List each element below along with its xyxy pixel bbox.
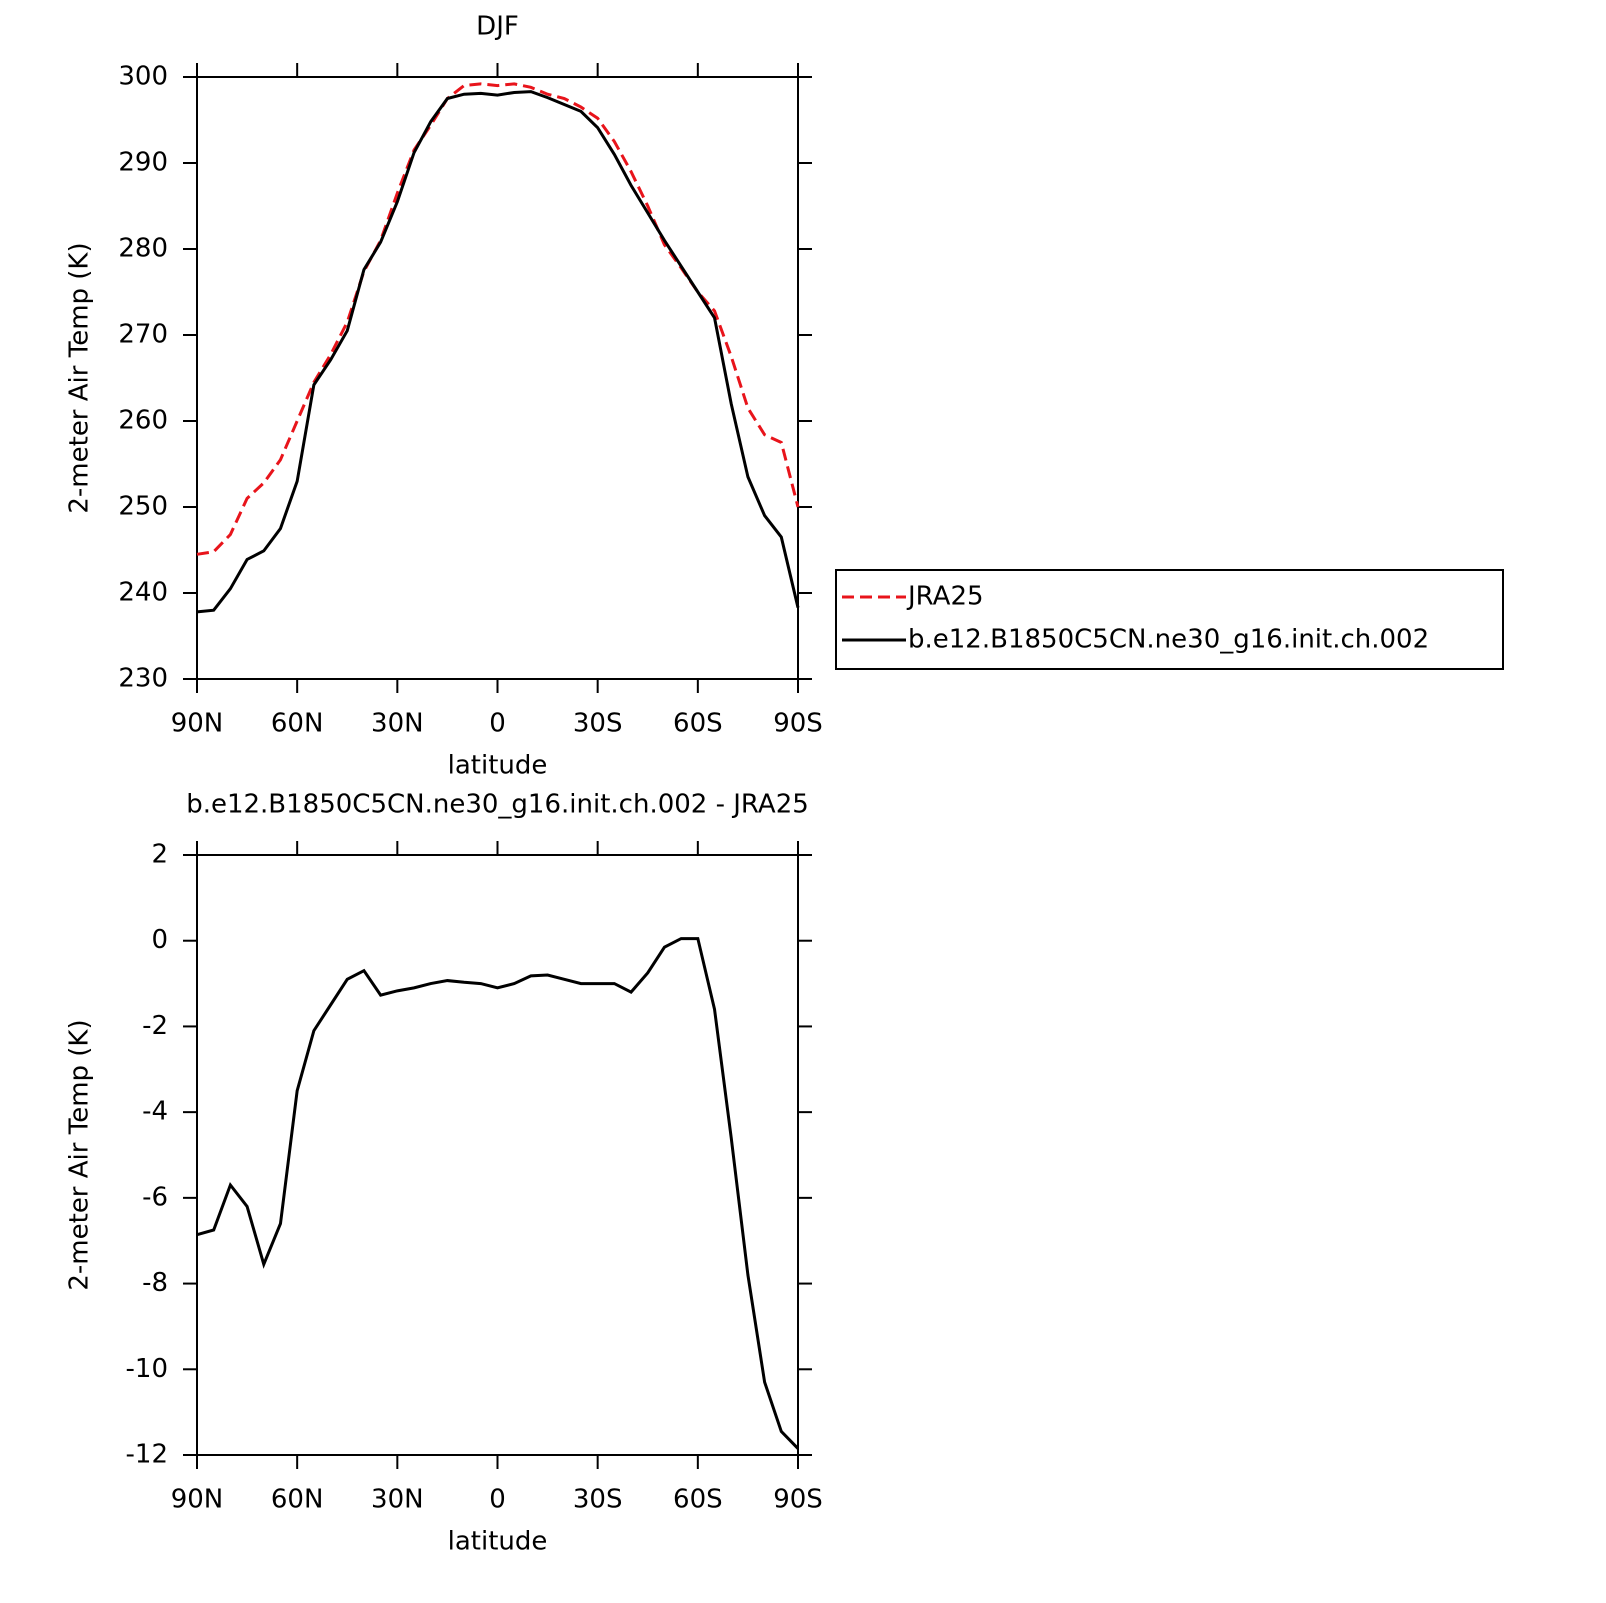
data-line (196, 937, 800, 1450)
x-tick-label: 30N (371, 709, 424, 739)
y-tick-label: -12 (126, 1440, 168, 1470)
x-tick-label: 90N (171, 709, 224, 739)
x-tick-label: 60N (271, 709, 324, 739)
chart-title: b.e12.B1850C5CN.ne30_g16.init.ch.002 - J… (186, 790, 809, 820)
legend-box (835, 569, 1504, 670)
legend-label: b.e12.B1850C5CN.ne30_g16.init.ch.002 (908, 625, 1429, 655)
y-tick-label: -2 (142, 1011, 168, 1041)
y-tick-label: 250 (118, 492, 168, 522)
data-line (196, 82, 800, 556)
x-tick-label: 30S (573, 1485, 623, 1515)
data-line (196, 90, 800, 614)
x-tick-label: 0 (489, 1485, 506, 1515)
x-tick-label: 30N (371, 1485, 424, 1515)
legend-label: JRA25 (906, 582, 984, 612)
y-tick-label: 280 (118, 234, 168, 264)
y-tick-label: 230 (118, 664, 168, 694)
y-axis-label: 2-meter Air Temp (K) (65, 1019, 95, 1290)
x-axis-label: latitude (448, 751, 548, 781)
y-tick-label: 240 (118, 578, 168, 608)
y-tick-label: -6 (142, 1182, 168, 1212)
y-tick-label: 290 (118, 148, 168, 178)
x-tick-label: 90N (171, 1485, 224, 1515)
y-tick-label: -10 (126, 1354, 168, 1384)
x-tick-label: 0 (489, 709, 506, 739)
plot-frame (196, 76, 799, 680)
x-tick-label: 60S (673, 1485, 723, 1515)
y-tick-label: 300 (118, 62, 168, 92)
x-tick-label: 90S (773, 709, 823, 739)
y-tick-label: 270 (118, 320, 168, 350)
y-tick-label: 0 (151, 925, 168, 955)
y-tick-label: 2 (151, 840, 168, 870)
y-axis-label: 2-meter Air Temp (K) (65, 242, 95, 513)
x-tick-label: 60S (673, 709, 723, 739)
x-tick-label: 30S (573, 709, 623, 739)
x-axis-label: latitude (448, 1527, 548, 1557)
plot-frame (196, 854, 799, 1456)
x-tick-label: 60N (271, 1485, 324, 1515)
x-tick-label: 90S (773, 1485, 823, 1515)
y-tick-label: 260 (118, 406, 168, 436)
y-tick-label: -8 (142, 1268, 168, 1298)
chart-title: DJF (476, 12, 519, 42)
y-tick-label: -4 (142, 1097, 168, 1127)
